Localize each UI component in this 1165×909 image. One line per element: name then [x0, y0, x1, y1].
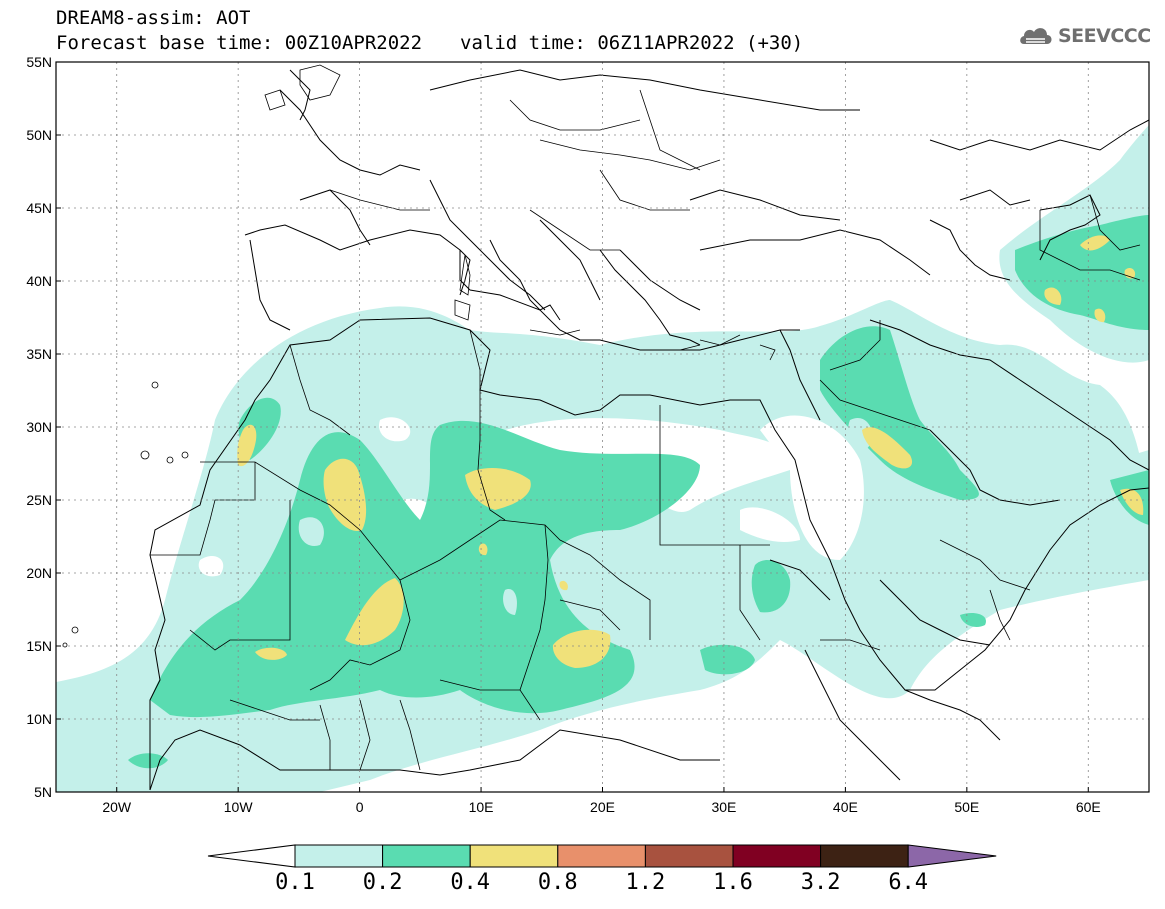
colorbar-over-arrow: [907, 844, 997, 868]
lat-tick-label: 40N: [26, 273, 52, 289]
colorbar-label: 1.2: [625, 870, 666, 895]
lon-tick-label: 40E: [833, 799, 858, 815]
lat-tick-label: 50N: [26, 127, 52, 143]
lat-tick-label: 15N: [26, 638, 52, 654]
coastlines-and-borders: [149, 69, 1149, 791]
colorbar-label: 0.1: [275, 870, 315, 895]
colorbar-swatch: [820, 844, 909, 868]
colorbar-swatch: [469, 844, 559, 868]
lat-tick-label: 55N: [26, 54, 52, 70]
valid-time: valid time: 06Z11APR2022 (+30): [460, 32, 804, 54]
logo-text: SEEVCCC: [1058, 25, 1151, 47]
lon-tick-label: 0: [356, 799, 364, 815]
lon-tick-label: 30E: [711, 799, 736, 815]
seevccc-logo: SEEVCCC: [1018, 24, 1151, 48]
lat-tick-label: 30N: [26, 419, 52, 435]
colorbar-label: 0.4: [450, 870, 491, 895]
aot-0.4-0.8-region: [237, 235, 1144, 668]
lon-tick-label: 20E: [590, 799, 615, 815]
lat-tick-label: 5N: [34, 784, 52, 800]
colorbar-swatch: [382, 844, 471, 868]
lon-tick-label: 10W: [224, 799, 254, 815]
longitude-axis: 20W 10W 0 10E 20E 30E 40E 50E 60E: [102, 787, 1101, 815]
lat-tick-label: 20N: [26, 565, 52, 581]
lat-tick-label: 10N: [26, 711, 52, 727]
lon-tick-label: 20W: [102, 799, 132, 815]
aot-green-holes: [298, 417, 873, 615]
colorbar-swatch: [557, 844, 646, 868]
latitude-axis: 55N 50N 45N 40N 35N 30N 25N 20N 15N 10N 5N: [26, 54, 61, 800]
colorbar-swatch: [644, 844, 734, 868]
colorbar-swatch: [732, 844, 822, 868]
lon-tick-label: 10E: [469, 799, 494, 815]
cloud-logo-icon: [1020, 28, 1052, 44]
map-title: DREAM8-assim: AOT: [56, 7, 251, 29]
forecast-times: Forecast base time: 00Z10APR2022 valid ti…: [56, 33, 803, 53]
colorbar-label: 0.8: [537, 870, 578, 895]
lat-tick-label: 45N: [26, 200, 52, 216]
lon-tick-label: 60E: [1076, 799, 1101, 815]
colorbar-label: 3.2: [800, 870, 841, 895]
lat-tick-label: 25N: [26, 492, 52, 508]
colorbar: [207, 844, 997, 868]
colorbar-swatch: [294, 844, 384, 868]
lat-tick-label: 35N: [26, 346, 52, 362]
colorbar-under-arrow: [207, 844, 296, 868]
colorbar-label: 6.4: [888, 870, 929, 895]
colorbar-label: 0.2: [362, 870, 403, 895]
lon-tick-label: 50E: [954, 799, 979, 815]
islands: [62, 64, 776, 648]
colorbar-label: 1.6: [713, 870, 753, 895]
country-borders: [150, 89, 1141, 771]
base-time: Forecast base time: 00Z10APR2022: [56, 32, 423, 54]
gridlines: [56, 62, 1149, 792]
